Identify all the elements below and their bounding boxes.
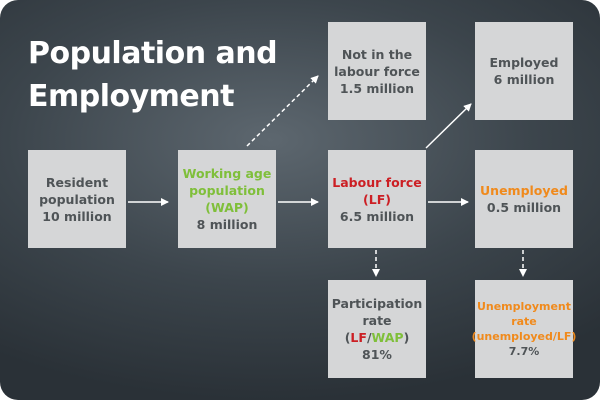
box-resident-population: Resident population 10 million [28, 150, 126, 248]
wap-line-3: (WAP) [205, 200, 249, 215]
lf-value: 6.5 million [339, 208, 415, 224]
formula-open-paren: ( [344, 330, 351, 345]
wap-line-1: Working age [182, 166, 272, 181]
diagram-title: Population and Employment [28, 32, 328, 118]
title-line-2: Employment [28, 79, 234, 114]
formula-slash: / [366, 330, 372, 345]
formula-wap: WAP [371, 330, 404, 345]
unemployed-value: 0.5 million [486, 200, 562, 215]
wap-value: 8 million [196, 217, 258, 232]
unemployment-rate-formula: (unemployed/LF) [471, 330, 577, 343]
box-unemployed: Unemployed 0.5 million [475, 150, 573, 248]
formula-lf: LF [350, 330, 367, 345]
box-working-age-population: Working age population (WAP) 8 million [178, 150, 276, 248]
box-unemployment-rate: Unemployment rate (unemployed/LF) 7.7% [472, 280, 576, 378]
title-line-1: Population and [28, 36, 278, 71]
unemployed-line-1: Unemployed [480, 183, 568, 198]
unemployment-rate-line-1: Unemployment [476, 300, 572, 313]
unemployment-rate-value: 7.7% [508, 345, 540, 358]
box-labour-force: Labour force (LF) 6.5 million [328, 150, 426, 248]
participation-value: 81% [362, 347, 392, 362]
employed-value: 6 million [493, 72, 555, 87]
box-employed: Employed 6 million [475, 22, 573, 120]
box-not-in-labour-force: Not in the labour force 1.5 million [328, 22, 426, 120]
unemployment-rate-line-2: rate [511, 315, 537, 328]
participation-line-2: rate [362, 313, 392, 328]
resident-value: 10 million [42, 208, 112, 224]
not-in-lf-line-1: Not in the [341, 46, 413, 62]
employed-line-1: Employed [489, 55, 559, 70]
participation-line-1: Participation [331, 296, 423, 311]
arrow-wap-to-not-in-labour-force [246, 75, 319, 147]
resident-line-1: Resident [45, 174, 109, 190]
formula-close-paren: ) [403, 330, 410, 345]
participation-formula: (LF/WAP) [345, 329, 410, 346]
not-in-lf-line-2: labour force [334, 63, 420, 79]
resident-line-2: population [39, 191, 115, 207]
not-in-lf-value: 1.5 million [339, 80, 415, 96]
wap-line-2: population [189, 183, 265, 198]
box-participation-rate: Participation rate (LF/WAP) 81% [328, 280, 426, 378]
lf-line-2: (LF) [363, 191, 391, 207]
arrow-labour-force-to-employed [425, 103, 472, 149]
lf-line-1: Labour force [332, 174, 422, 190]
